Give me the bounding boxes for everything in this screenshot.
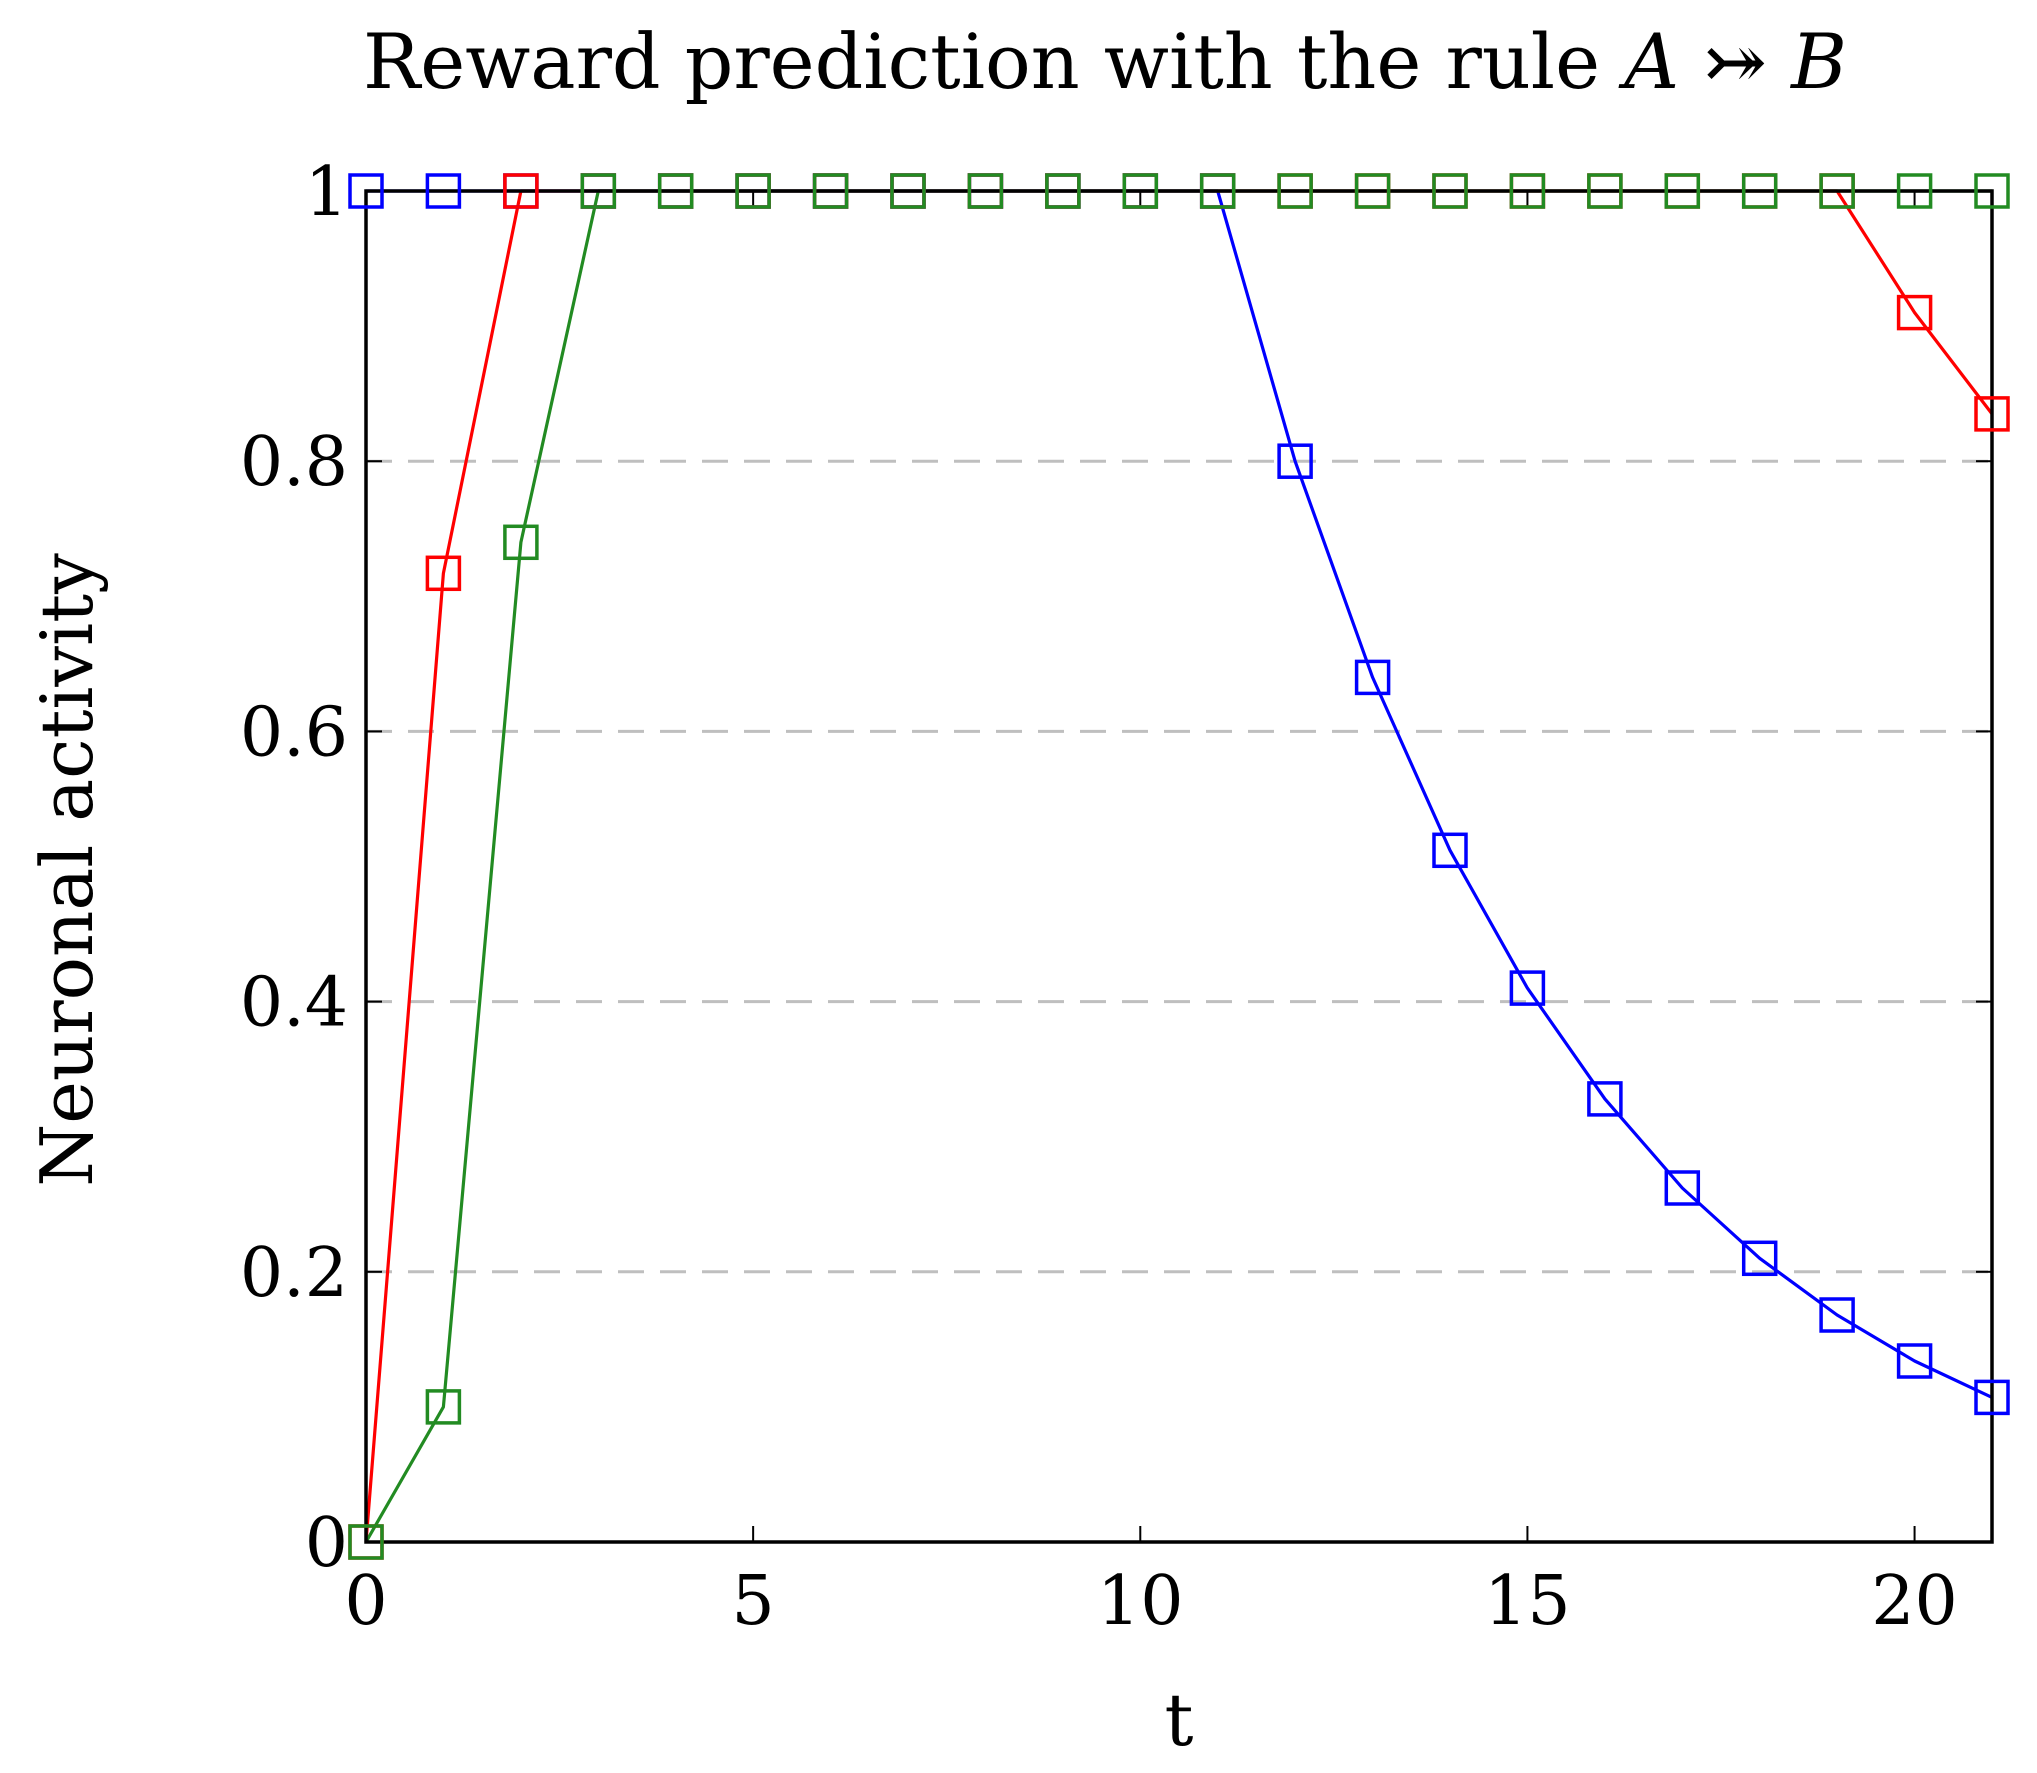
data-point-series-2 (580, 173, 617, 209)
chart-title-main: Reward prediction with the rule (363, 17, 1624, 106)
chart-title-math: A ⤖ B (1618, 17, 1847, 106)
data-point-series-2 (735, 173, 771, 209)
data-point-series-2 (503, 524, 539, 561)
data-point-series-2 (1819, 173, 1855, 209)
data-point-series-2 (812, 173, 849, 209)
data-point-series-0 (1277, 443, 1313, 479)
data-point-series-0 (1509, 970, 1546, 1006)
label-layer: 00.20.40.60.810 5 10 15 20 (240, 153, 1958, 1641)
y-tick-label: 0.4 (240, 964, 348, 1043)
x-tick-label: 15 (1484, 1562, 1571, 1641)
y-tick-label: 0 (305, 1504, 348, 1583)
data-point-series-2 (1896, 173, 1933, 209)
data-point-series-2 (657, 173, 694, 209)
data-point-series-0 (1974, 1379, 2010, 1416)
series-line-1 (364, 189, 1994, 1543)
data-point-series-2 (348, 1524, 384, 1560)
data-point-series-0 (348, 173, 384, 209)
series-line-0 (366, 189, 1993, 1399)
x-tick-label: 5 (732, 1562, 775, 1641)
y-tick-label: 1 (305, 153, 348, 232)
data-point-series-2 (1277, 173, 1313, 209)
plot-frame (364, 189, 1994, 1544)
x-tick-label: 10 (1097, 1562, 1184, 1641)
data-point-series-1 (1974, 396, 2010, 432)
data-point-series-2 (1974, 173, 2010, 209)
grid-layer (366, 459, 1992, 1274)
data-point-series-2 (1045, 173, 1081, 209)
data-point-series-2 (1122, 173, 1159, 209)
data-point-series-2 (1432, 173, 1468, 209)
data-point-series-2 (1741, 173, 1778, 209)
data-point-series-0 (1664, 1170, 1701, 1206)
data-point-series-2 (1354, 173, 1391, 209)
data-point-series-0 (1354, 659, 1391, 696)
y-tick-label: 0.6 (240, 693, 348, 772)
data-point-series-1 (425, 555, 462, 592)
data-point-series-2 (1509, 173, 1546, 209)
series-line-2 (364, 189, 1992, 1543)
data-point-series-2 (967, 173, 1004, 209)
data-point-series-2 (1587, 173, 1623, 209)
x-tick-label: 20 (1871, 1562, 1958, 1641)
data-point-series-0 (1432, 832, 1468, 869)
data-point-series-1 (503, 173, 539, 209)
x-tick-label: 0 (344, 1562, 387, 1641)
y-tick-label: 0.2 (240, 1234, 348, 1313)
chart-title: Reward prediction with the rule A ⤖ B (363, 17, 1847, 106)
data-point-series-0 (1819, 1297, 1855, 1333)
series-layer (364, 189, 1994, 1543)
data-point-series-0 (1741, 1240, 1778, 1277)
marker-layer (348, 173, 2010, 1560)
data-point-series-0 (1587, 1081, 1623, 1117)
tick-layer (365, 190, 1992, 1543)
data-point-series-2 (425, 1389, 462, 1425)
x-axis-title: t (1165, 1678, 1194, 1762)
y-tick-label: 0.8 (240, 423, 348, 502)
data-point-series-2 (1664, 173, 1701, 209)
data-point-series-2 (1199, 173, 1236, 209)
data-point-series-0 (1896, 1343, 1933, 1379)
y-axis-title: Neuronal activity (25, 553, 109, 1187)
data-point-series-2 (890, 173, 926, 209)
data-point-series-0 (425, 173, 462, 209)
data-point-series-1 (1896, 294, 1933, 331)
